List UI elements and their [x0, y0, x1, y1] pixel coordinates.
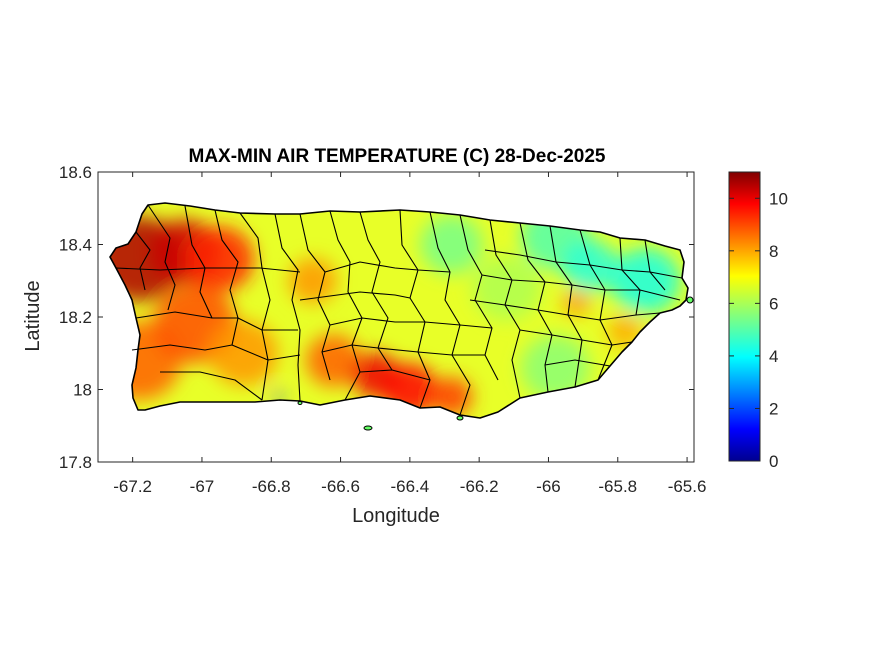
municipality-boundary-31 [484, 249, 683, 279]
municipality-boundary-19 [135, 311, 298, 331]
municipality-boundary-3 [214, 209, 239, 346]
x-tick-label: -66.6 [321, 477, 360, 496]
municipality-boundary-9 [399, 209, 431, 409]
temperature-cell-6 [305, 334, 362, 387]
temperature-cell-19 [272, 391, 284, 402]
municipality-boundary-26 [359, 369, 431, 381]
colorbar-tick-label: 0 [769, 452, 778, 471]
x-tick-label: -66 [536, 477, 561, 496]
municipality-boundary-22 [299, 291, 411, 301]
islet-2 [686, 296, 694, 304]
x-tick-label: -67.2 [113, 477, 152, 496]
chart-title: MAX-MIN AIR TEMPERATURE (C) 28-Dec-2025 [189, 146, 606, 167]
x-axis: -67.2 -67 -66.8 -66.6 -66.4 -66.2 -66 -65.8 -65.… [113, 172, 706, 496]
x-tick-label: -67 [190, 477, 215, 496]
temperature-cell-14 [562, 240, 618, 293]
temperature-cell-12 [420, 215, 483, 274]
colorbar-tick-label: 10 [769, 189, 788, 208]
municipality-boundary-23 [324, 261, 451, 273]
colorbar-tick-label: 2 [769, 399, 778, 418]
municipality-boundary-24 [329, 317, 493, 329]
temperature-cell-9 [430, 377, 473, 417]
municipality-boundary-1 [147, 204, 176, 311]
temperature-cell-17 [562, 289, 591, 316]
y-tick-label: 18.2 [59, 308, 92, 327]
colorbar-tick-label: 4 [769, 347, 778, 366]
municipality-boundary-5 [274, 213, 301, 402]
municipality-boundary-15 [579, 229, 613, 381]
municipality-boundaries [115, 204, 683, 416]
colorbar-axis: 0 2 4 6 8 10 [729, 189, 788, 471]
temperature-cell-15 [610, 248, 681, 314]
y-tick-label: 18.6 [59, 163, 92, 182]
islet-3 [297, 401, 303, 405]
x-tick-label: -65.6 [668, 477, 707, 496]
municipality-boundary-0 [135, 231, 151, 291]
temperature-anomaly-layer [110, 204, 681, 417]
municipality-boundary-20 [131, 344, 301, 361]
municipality-boundary-14 [549, 225, 583, 388]
temperature-cell-2 [184, 226, 254, 292]
y-tick-label: 18.4 [59, 236, 92, 255]
colorbar [728, 171, 761, 462]
temperature-cell-5 [208, 320, 279, 386]
municipality-boundary-27 [469, 299, 661, 321]
x-tick-label: -66.2 [460, 477, 499, 496]
municipality-boundary-30 [544, 359, 611, 367]
x-tick-label: -66.4 [390, 477, 429, 496]
temperature-cell-16 [520, 335, 591, 401]
municipality-boundary-28 [481, 274, 681, 301]
colorbar-tick-label: 8 [769, 242, 778, 261]
municipality-boundary-18 [115, 267, 301, 273]
island-coastline [109, 202, 689, 419]
temperature-cell-10 [288, 257, 338, 304]
y-axis-label: Latitude [22, 280, 44, 351]
y-axis: 17.8 18 18.2 18.4 18.6 [59, 163, 694, 472]
y-tick-label: 17.8 [59, 453, 92, 472]
municipality-boundary-25 [321, 344, 485, 356]
x-axis-label: Longitude [352, 505, 440, 527]
islet-0 [363, 425, 373, 431]
municipality-boundary-16 [619, 237, 641, 316]
temperature-field [110, 203, 688, 418]
municipality-boundary-21 [160, 371, 263, 401]
offshore-islets [297, 296, 694, 431]
x-tick-label: -65.8 [598, 477, 637, 496]
municipality-boundary-29 [519, 329, 633, 346]
islet-1 [456, 415, 464, 421]
municipality-boundary-10 [429, 211, 471, 416]
municipality-boundary-7 [329, 210, 363, 401]
temperature-cell-11 [472, 255, 542, 321]
colorbar-tick-label: 6 [769, 294, 778, 313]
y-tick-label: 18 [73, 381, 92, 400]
x-tick-label: -66.8 [252, 477, 291, 496]
